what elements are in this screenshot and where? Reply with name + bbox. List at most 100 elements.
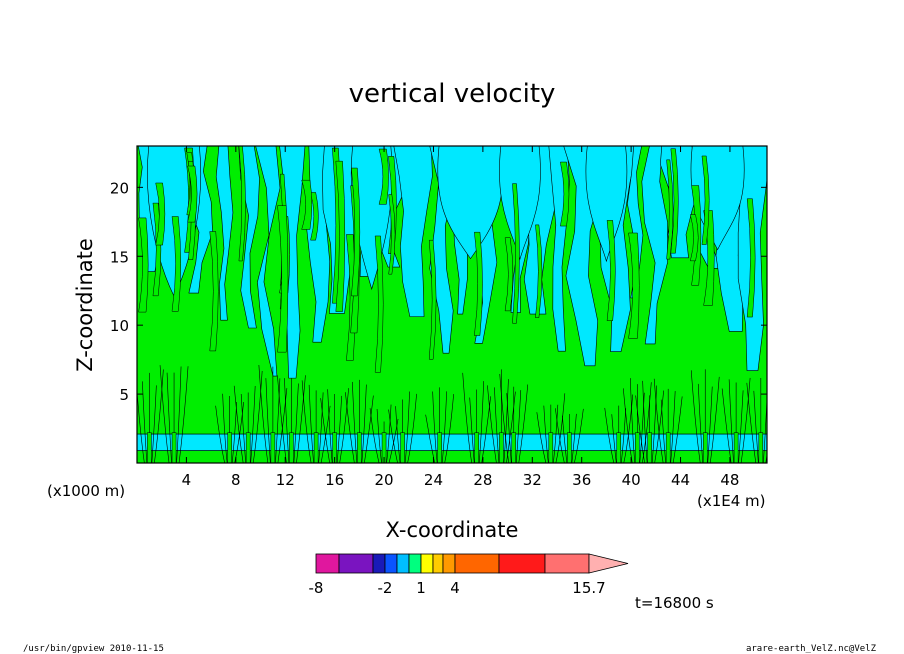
colorbar-tick-label: 4 bbox=[450, 579, 460, 597]
colorbar-swatch bbox=[396, 553, 410, 574]
green-filament bbox=[628, 232, 640, 339]
plume-contour bbox=[763, 391, 767, 463]
plume-contour bbox=[562, 415, 568, 463]
colorbar-swatch bbox=[384, 553, 398, 574]
plume-contour bbox=[518, 384, 529, 463]
green-filament bbox=[560, 161, 570, 227]
plume-stem bbox=[548, 432, 554, 463]
plume-contour bbox=[407, 393, 417, 463]
x-tick-label: 48 bbox=[720, 471, 739, 489]
green-filament bbox=[512, 183, 520, 324]
plume-stem bbox=[758, 432, 764, 463]
colorbar-swatch bbox=[338, 553, 374, 574]
y-unit-label: (x1000 m) bbox=[47, 482, 125, 500]
surface-band bbox=[137, 433, 767, 451]
plume-contour bbox=[642, 380, 648, 463]
y-tick-label: 20 bbox=[110, 179, 129, 197]
x-tick-label: 36 bbox=[572, 471, 591, 489]
cyan-streak bbox=[255, 146, 281, 377]
colorbar-tick-label: -8 bbox=[309, 579, 324, 597]
colorbar-swatch bbox=[315, 553, 340, 574]
velocity-field bbox=[137, 146, 767, 463]
green-filament bbox=[187, 165, 198, 223]
plume-contour bbox=[639, 392, 645, 463]
colorbar-arrow bbox=[588, 553, 629, 574]
plume-contour bbox=[641, 382, 652, 463]
plume-contour bbox=[672, 396, 683, 463]
plume-contour bbox=[660, 399, 666, 463]
plume-stem bbox=[733, 432, 739, 463]
green-filament bbox=[310, 192, 319, 241]
plume-contour bbox=[432, 391, 438, 463]
plume-contour bbox=[487, 385, 497, 463]
plume-contour bbox=[293, 383, 299, 463]
plume-contour bbox=[728, 379, 734, 463]
plume-stem bbox=[245, 432, 251, 463]
plume-contour bbox=[277, 375, 287, 463]
y-tick-label: 5 bbox=[119, 386, 129, 404]
colorbar-tick-label: 15.7 bbox=[572, 579, 605, 597]
plume-contour bbox=[543, 405, 549, 463]
plume-contour bbox=[364, 395, 374, 463]
plume-contour bbox=[252, 370, 263, 463]
plot-frame bbox=[136, 145, 768, 464]
plume-contour bbox=[215, 405, 225, 463]
plume-contour bbox=[301, 380, 312, 463]
colorbar-swatch bbox=[442, 553, 456, 574]
plume-contour bbox=[707, 386, 713, 463]
x-tick-label: 44 bbox=[671, 471, 690, 489]
cyan-region bbox=[499, 146, 541, 261]
y-tick-label: 15 bbox=[110, 248, 129, 266]
plume-contour bbox=[240, 394, 246, 463]
plume-contour bbox=[555, 408, 565, 463]
x-axis-label: X-coordinate bbox=[386, 518, 519, 542]
cyan-streak bbox=[393, 146, 433, 317]
green-filament bbox=[277, 205, 289, 353]
green-filament bbox=[335, 160, 346, 312]
plume-contour bbox=[345, 392, 355, 463]
y-axis-label: Z-coordinate bbox=[73, 238, 97, 372]
cyan-streak bbox=[641, 146, 668, 345]
green-filament bbox=[238, 146, 246, 262]
green-filament bbox=[428, 239, 437, 360]
plume-contour bbox=[444, 394, 454, 463]
plume-stem bbox=[270, 432, 276, 463]
plume-contour bbox=[571, 413, 577, 463]
plume-contour bbox=[339, 388, 349, 463]
plume-stem bbox=[665, 432, 671, 463]
plume-contour bbox=[635, 395, 645, 463]
plume-contour bbox=[515, 390, 522, 463]
plume-contour bbox=[574, 408, 584, 463]
plume-contour bbox=[154, 369, 164, 463]
y-axis: 5 10 15 20 bbox=[110, 179, 767, 404]
plume-contour bbox=[233, 385, 244, 463]
plume-stem bbox=[499, 432, 504, 463]
plume-contour bbox=[611, 414, 617, 463]
colorbar-swatch bbox=[454, 553, 500, 574]
green-filament bbox=[351, 167, 361, 297]
plume-stem bbox=[289, 432, 294, 463]
x-tick-label: 8 bbox=[231, 471, 241, 489]
x-tick-label: 20 bbox=[375, 471, 394, 489]
plume-contour bbox=[308, 384, 314, 463]
plume-contour bbox=[740, 377, 751, 463]
plume-contour bbox=[738, 390, 744, 463]
plume-stem bbox=[437, 432, 442, 463]
green-filament bbox=[301, 179, 313, 230]
plume-contour bbox=[296, 375, 306, 463]
plume-contour bbox=[320, 405, 331, 463]
colorbar-swatch bbox=[498, 553, 546, 574]
x-tick-label: 4 bbox=[182, 471, 192, 489]
plume-contour bbox=[690, 370, 701, 463]
time-label: t=16800 s bbox=[635, 594, 714, 612]
green-filament bbox=[388, 194, 396, 275]
plume-contour bbox=[142, 381, 148, 463]
plume-contour bbox=[478, 381, 485, 463]
green-filament bbox=[746, 198, 756, 318]
plume-contour bbox=[746, 382, 757, 463]
green-filament bbox=[666, 159, 674, 260]
plume-contour bbox=[481, 396, 492, 463]
plume-contour bbox=[137, 387, 145, 463]
plume-contour bbox=[536, 412, 547, 463]
plume-contour bbox=[494, 387, 500, 463]
